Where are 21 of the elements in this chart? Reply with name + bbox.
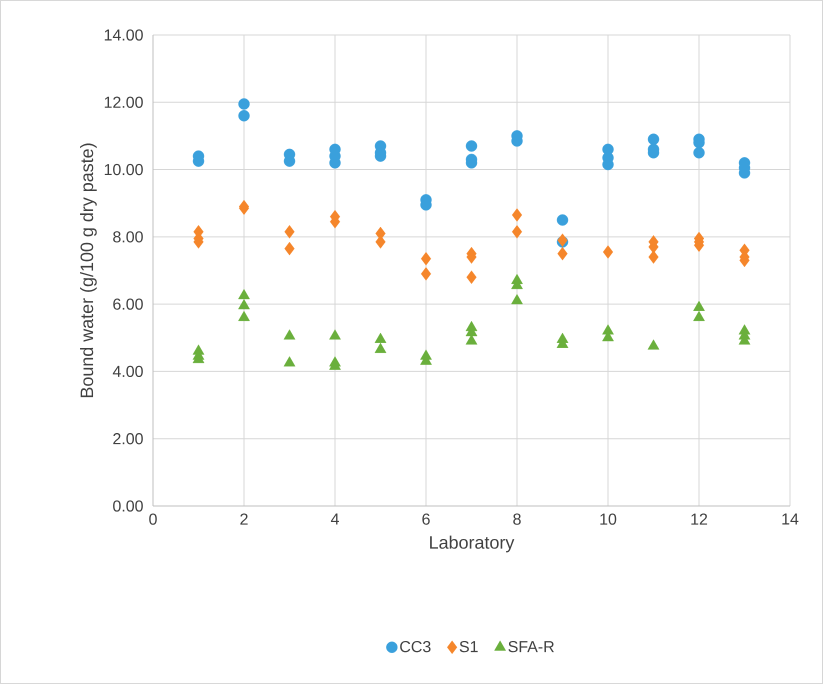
y-tick-label: 10.00 <box>104 164 143 176</box>
y-tick-label: 12.00 <box>104 96 143 108</box>
x-tick-label: 14 <box>782 514 798 524</box>
legend-label: S1 <box>460 640 478 652</box>
x-tick-label: 0 <box>149 514 157 525</box>
legend-label: CC3 <box>400 640 431 652</box>
y-axis-title: Bound water (g/100 g dry paste) <box>80 144 97 398</box>
x-tick-label: 10 <box>600 514 616 525</box>
x-tick-label: 2 <box>240 514 248 525</box>
y-tick-label: 2.00 <box>113 433 143 444</box>
y-tick-label: 6.00 <box>113 298 143 310</box>
y-tick-label: 8.00 <box>113 231 143 242</box>
y-tick-label: 0.00 <box>113 500 143 512</box>
x-tick-label: 6 <box>422 514 430 525</box>
legend-label: SFA-R <box>508 640 554 652</box>
y-tick-label: 4.00 <box>112 366 143 378</box>
x-tick-label: 4 <box>330 514 339 524</box>
x-tick-label: 12 <box>691 514 708 525</box>
x-axis-title: Laboratory <box>430 536 514 552</box>
y-tick-label: 14.00 <box>104 29 143 41</box>
x-tick-label: 8 <box>513 514 521 525</box>
